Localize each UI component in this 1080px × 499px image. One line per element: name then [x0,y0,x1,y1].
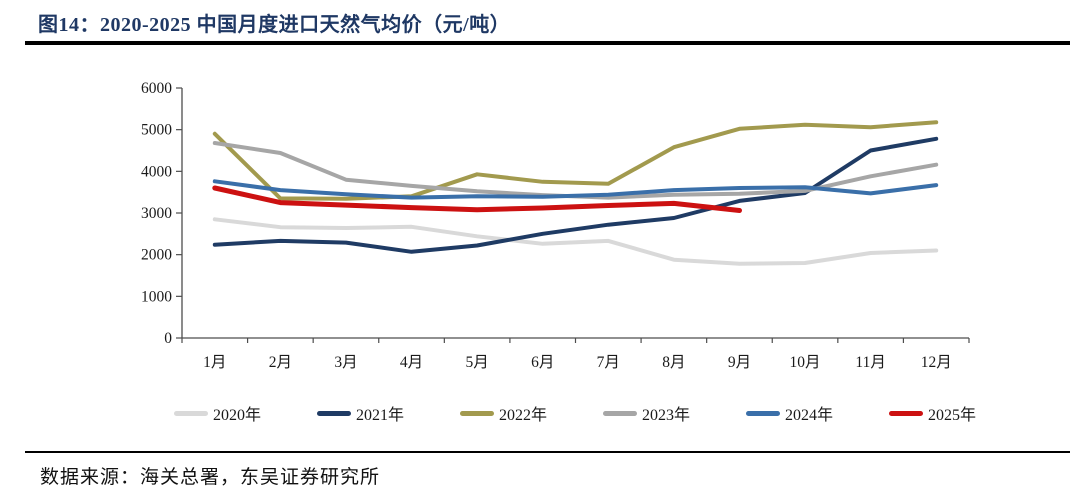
y-axis-label: 3000 [141,205,172,222]
legend-swatch [173,410,208,416]
x-axis-label: 3月 [334,354,357,371]
legend-label: 2021年 [355,407,404,424]
x-axis-label: 7月 [597,354,620,371]
legend-label: 2025年 [928,407,977,424]
x-axis-label: 12月 [921,354,952,371]
x-axis-label: 10月 [790,354,821,371]
y-axis-label: 1000 [141,288,172,305]
legend-swatch [459,410,494,416]
figure-title: 图14：2020-2025 中国月度进口天然气均价（元/吨） [38,14,511,36]
x-axis-label: 6月 [531,354,554,371]
y-axis-label: 2000 [141,247,172,264]
legend-swatch [316,410,351,416]
x-axis-label: 4月 [400,354,423,371]
x-axis-label: 1月 [203,354,226,371]
x-axis-label: 9月 [728,354,751,371]
title-divider [25,41,1070,45]
legend-swatch [603,410,637,416]
legend-item-2023: 2023年 [603,401,690,425]
x-axis-label: 8月 [662,354,685,371]
series-line-2024 [212,179,939,200]
x-axis-label: 2月 [269,354,292,371]
chart-legend: 2020年 2021年 2022年 2023年 2024年 2025年 [75,402,1075,424]
legend-item-2020: 2020年 [173,401,261,425]
series-line-2022 [212,120,939,201]
y-axis-label: 0 [164,330,172,347]
y-axis-label: 5000 [141,122,172,139]
series-line-2020 [212,217,939,266]
x-axis-label: 5月 [465,354,488,371]
series-line-2025 [212,185,742,213]
footer-divider [25,451,1070,453]
y-axis-label: 6000 [141,80,172,97]
legend-item-2022: 2022年 [459,401,547,425]
legend-item-2024: 2024年 [746,401,833,425]
legend-label: 2024年 [785,407,834,424]
data-source: 数据来源：海关总署，东吴证券研究所 [40,467,381,488]
legend-item-2021: 2021年 [316,401,404,425]
legend-label: 2022年 [498,407,547,424]
legend-label: 2023年 [642,407,691,424]
x-axis-label: 11月 [855,354,885,371]
legend-swatch [746,410,781,416]
legend-item-2025: 2025年 [889,401,976,425]
y-axis-label: 4000 [141,163,172,180]
legend-label: 2020年 [212,407,261,424]
series-line-2021 [212,136,939,254]
legend-swatch [889,410,924,416]
